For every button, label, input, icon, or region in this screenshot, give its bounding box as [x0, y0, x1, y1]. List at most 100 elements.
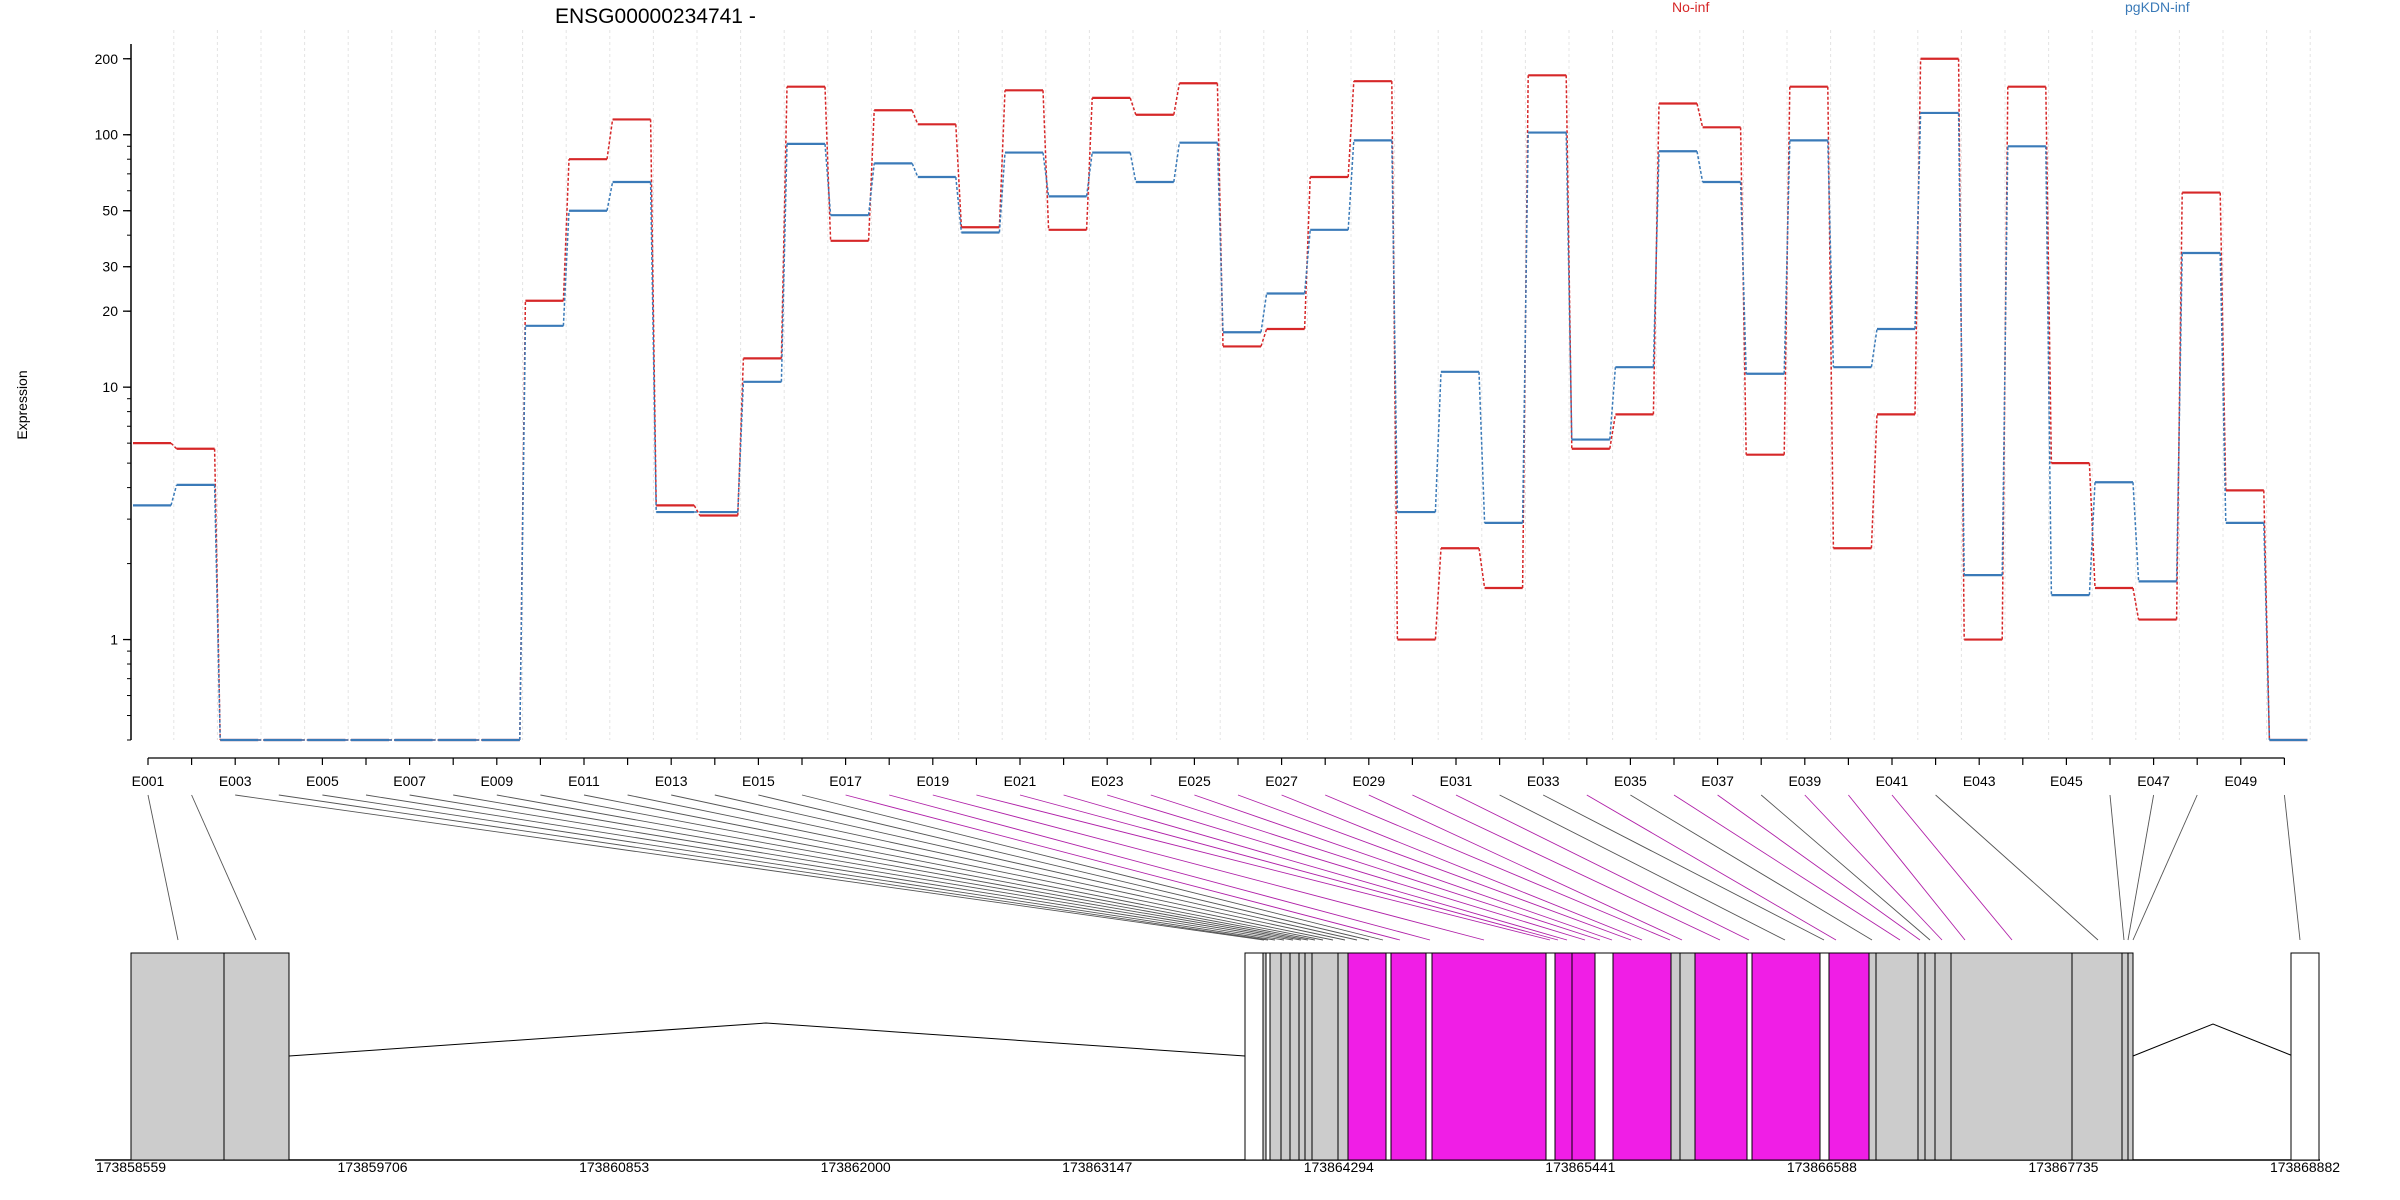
exon-connector	[671, 794, 1346, 941]
series-connector	[998, 152, 1006, 233]
exon-tick-label: E041	[1876, 773, 1909, 789]
series-connector	[998, 90, 1006, 228]
series-connector	[213, 484, 221, 741]
series-connector	[1260, 293, 1268, 333]
exon-block	[1819, 952, 1830, 1161]
series-connector	[1216, 142, 1224, 333]
exon-connector	[1804, 794, 1943, 941]
coordinate-label: 173858559	[96, 1159, 166, 1175]
exon-connector	[540, 794, 1316, 941]
exon-block	[130, 952, 225, 1161]
exon-connector	[758, 794, 1370, 941]
exon-block	[2127, 952, 2134, 1161]
exon-tick-label: E019	[916, 773, 949, 789]
exon-block	[1670, 952, 1681, 1161]
exon-connector	[1673, 794, 1901, 941]
exon-block	[1390, 952, 1427, 1161]
exon-tick-label: E013	[655, 773, 688, 789]
exon-block	[1244, 952, 1264, 1161]
series-pgKDN-inf	[133, 111, 2308, 742]
exon-connector	[976, 794, 1551, 941]
exon-connector	[932, 794, 1485, 941]
exon-tick-label: E007	[393, 773, 426, 789]
series-connector	[1260, 328, 1268, 347]
exon-connector	[1107, 794, 1586, 941]
exon-tick-label: E031	[1440, 773, 1473, 789]
exon-connector	[1586, 794, 1837, 941]
series-connector	[649, 119, 657, 506]
exon-tick-label: E039	[1788, 773, 1821, 789]
exon-block	[1385, 952, 1392, 1161]
exon-tick-label: E033	[1527, 773, 1560, 789]
exon-block	[1828, 952, 1870, 1161]
series-connector	[1870, 414, 1878, 549]
series-connector	[1085, 152, 1093, 197]
exon-block	[1311, 952, 1339, 1161]
y-tick-label: 10	[102, 379, 118, 395]
exon-block	[1934, 952, 1952, 1161]
exon-block	[1679, 952, 1696, 1161]
exon-connector	[1717, 794, 1921, 941]
exon-tick-label: E035	[1614, 773, 1647, 789]
exon-tick-label: E009	[480, 773, 513, 789]
exon-connector	[409, 794, 1294, 941]
series-connector	[780, 86, 788, 359]
y-tick-label: 100	[95, 127, 119, 143]
exon-block	[1280, 952, 1291, 1161]
series-connector	[2263, 490, 2271, 741]
series-connector	[867, 110, 875, 241]
exon-tick-label: E025	[1178, 773, 1211, 789]
exon-tick-label: E011	[568, 773, 600, 789]
series-connector	[780, 143, 788, 382]
series-connector	[2088, 463, 2096, 589]
series-connector	[1521, 132, 1529, 523]
exon-block	[1304, 952, 1313, 1161]
exon-connector	[147, 794, 179, 941]
exon-block	[1545, 952, 1556, 1161]
exon-connector	[627, 794, 1334, 941]
gene-model	[95, 952, 2320, 1161]
coordinate-label: 173862000	[821, 1159, 891, 1175]
exon-tick-label: E021	[1004, 773, 1037, 789]
exon-block	[1298, 952, 1306, 1161]
intron-line	[2132, 1023, 2294, 1057]
coordinate-label: 173859706	[338, 1159, 408, 1175]
exon-connector	[583, 794, 1324, 941]
exon-tick-label: E023	[1091, 773, 1124, 789]
series-connector	[1870, 328, 1878, 368]
y-tick-label: 1	[110, 632, 118, 648]
exon-tick-label: E029	[1352, 773, 1385, 789]
series-connector	[824, 86, 832, 241]
exon-tick-label: E027	[1265, 773, 1298, 789]
series-connector	[1783, 140, 1791, 374]
exon-block	[1612, 952, 1672, 1161]
exon-connector	[2283, 794, 2301, 941]
series-connector	[2263, 522, 2271, 741]
exon-block	[1431, 952, 1547, 1161]
exon-connector	[1368, 794, 1683, 941]
exon-block	[1347, 952, 1387, 1161]
exon-block	[1554, 952, 1573, 1161]
series-connector	[1303, 176, 1311, 330]
series-connector	[1042, 90, 1050, 230]
y-tick-label: 30	[102, 259, 118, 275]
exon-tick-label: E045	[2050, 773, 2083, 789]
series-connector	[2132, 482, 2140, 582]
exon-connector	[1499, 794, 1786, 941]
exon-tick-label: E037	[1701, 773, 1734, 789]
exon-connector	[191, 794, 257, 941]
exon-connector	[365, 794, 1285, 941]
exon-tick-label: E015	[742, 773, 775, 789]
series-connector	[737, 381, 745, 513]
exon-axis: E001 E003 E005 E007 E009 E011 E013 E015 E017 E019…	[132, 757, 2285, 789]
exon-connector	[1760, 794, 1931, 941]
legend-no-inf: No-inf	[1672, 0, 1709, 15]
exon-block	[2290, 952, 2320, 1161]
y-tick-label: 200	[95, 51, 119, 67]
coordinate-label: 173860853	[579, 1159, 649, 1175]
series-connector	[911, 110, 919, 125]
grid-lines	[173, 30, 2311, 740]
chart-title: ENSG00000234741 -	[555, 5, 756, 28]
series-connector	[1652, 103, 1660, 415]
